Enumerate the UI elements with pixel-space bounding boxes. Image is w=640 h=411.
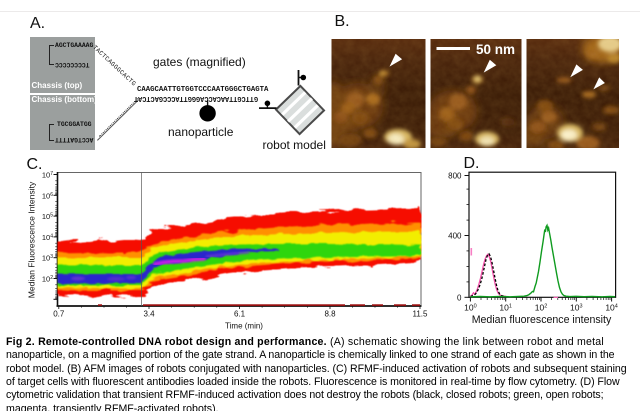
svg-text:102: 102 (535, 303, 548, 313)
svg-text:Median fluorescence intensity: Median fluorescence intensity (472, 314, 612, 326)
svg-text:0: 0 (457, 293, 462, 302)
svg-text:102: 102 (42, 275, 53, 284)
svg-text:400: 400 (448, 232, 462, 241)
svg-text:8.8: 8.8 (324, 310, 336, 319)
svg-text:100: 100 (464, 303, 477, 313)
svg-text:106: 106 (42, 191, 53, 200)
svg-text:3.4: 3.4 (143, 310, 155, 319)
svg-text:104: 104 (605, 303, 618, 313)
svg-text:0.7: 0.7 (53, 310, 65, 319)
svg-text:105: 105 (42, 212, 53, 221)
svg-text:103: 103 (42, 254, 53, 263)
svg-text:107: 107 (42, 171, 53, 180)
svg-text:103: 103 (570, 303, 583, 313)
svg-text:104: 104 (42, 233, 53, 242)
svg-text:6.1: 6.1 (234, 310, 246, 319)
svg-text:Median Fluorescence Intensity: Median Fluorescence Intensity (27, 181, 37, 298)
svg-text:Time (min): Time (min) (225, 322, 263, 331)
svg-text:101: 101 (499, 303, 512, 313)
svg-text:800: 800 (448, 172, 462, 181)
svg-text:11.5: 11.5 (413, 310, 429, 319)
